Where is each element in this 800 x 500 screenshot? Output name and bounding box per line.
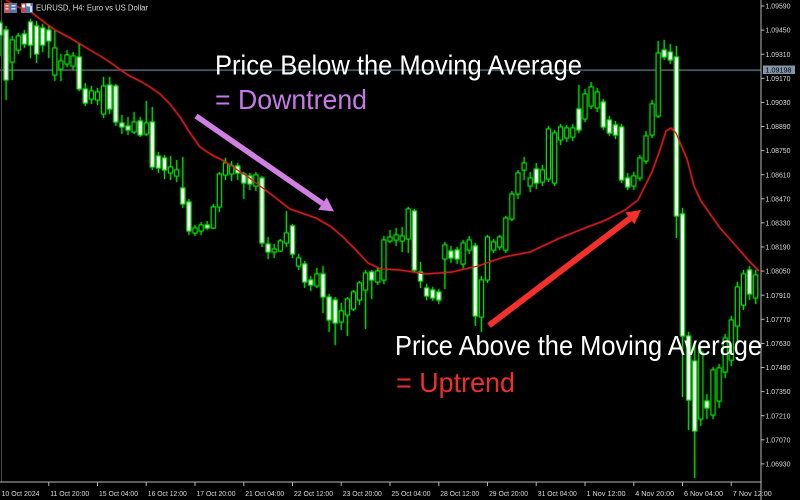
svg-text:1.07070: 1.07070 [766,437,791,444]
svg-text:1.08750: 1.08750 [766,148,791,155]
svg-text:1.08470: 1.08470 [766,196,791,203]
svg-text:21 Oct 04:00: 21 Oct 04:00 [245,489,284,498]
svg-text:1.07630: 1.07630 [766,341,791,348]
svg-text:22 Oct 12:00: 22 Oct 12:00 [294,489,333,498]
svg-text:1.09030: 1.09030 [766,100,791,107]
svg-text:Price Below the Moving Average: Price Below the Moving Average [215,50,582,81]
svg-text:1.08330: 1.08330 [766,221,791,228]
svg-text:1.09590: 1.09590 [766,4,791,11]
svg-text:1.07910: 1.07910 [766,293,791,300]
svg-text:29 Oct 20:00: 29 Oct 20:00 [489,489,528,498]
svg-text:1.09310: 1.09310 [766,52,791,59]
svg-text:1.06930: 1.06930 [766,462,791,469]
svg-text:16 Oct 12:00: 16 Oct 12:00 [148,489,187,498]
svg-text:25 Oct 04:00: 25 Oct 04:00 [392,489,431,498]
svg-text:1.08050: 1.08050 [766,269,791,276]
svg-text:1.09170: 1.09170 [766,76,791,83]
svg-text:Price Above the Moving Average: Price Above the Moving Average [395,330,762,361]
svg-text:7 Nov 12:00: 7 Nov 12:00 [733,489,772,498]
svg-text:1 Nov 12:00: 1 Nov 12:00 [587,489,626,498]
svg-text:11 Oct 20:00: 11 Oct 20:00 [50,489,89,498]
svg-text:23 Oct 20:00: 23 Oct 20:00 [343,489,382,498]
svg-text:31 Oct 04:00: 31 Oct 04:00 [538,489,577,498]
svg-text:1.09450: 1.09450 [766,28,791,35]
svg-text:4 Nov 20:00: 4 Nov 20:00 [635,489,674,498]
svg-text:1.08610: 1.08610 [766,172,791,179]
svg-text:= Downtrend: = Downtrend [215,84,367,115]
svg-text:1.07770: 1.07770 [766,317,791,324]
svg-text:1.07210: 1.07210 [766,413,791,420]
svg-text:6 Nov 04:00: 6 Nov 04:00 [684,489,723,498]
svg-text:= Uptrend: = Uptrend [396,367,515,398]
svg-text:1.07350: 1.07350 [766,389,791,396]
svg-text:10 Oct 2024: 10 Oct 2024 [2,489,40,498]
svg-text:1.07490: 1.07490 [766,365,791,372]
svg-text:EURUSD, H4: Euro vs US Dollar: EURUSD, H4: Euro vs US Dollar [36,3,148,13]
svg-text:1.08190: 1.08190 [766,245,791,252]
svg-text:1.08890: 1.08890 [766,124,791,131]
svg-text:28 Oct 12:00: 28 Oct 12:00 [440,489,479,498]
svg-text:15 Oct 04:00: 15 Oct 04:00 [99,489,138,498]
svg-text:1.09198: 1.09198 [766,68,792,75]
svg-text:17 Oct 20:00: 17 Oct 20:00 [197,489,236,498]
